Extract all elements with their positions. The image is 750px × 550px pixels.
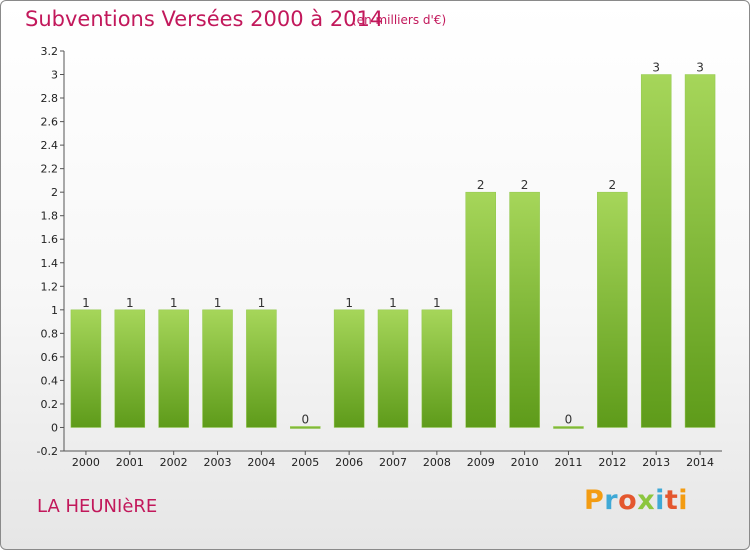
bar-value-label: 2 xyxy=(477,178,485,192)
bar xyxy=(597,191,628,428)
x-tick-label: 2000 xyxy=(72,456,100,469)
bar xyxy=(333,309,365,428)
y-tick-label: 0.8 xyxy=(41,327,59,340)
y-tick-label: 1.8 xyxy=(41,210,59,223)
bar xyxy=(421,309,453,428)
y-tick-label: 2.2 xyxy=(41,163,59,176)
bar-value-label: 3 xyxy=(652,61,660,75)
bar xyxy=(377,309,409,428)
y-tick-label: 0.4 xyxy=(41,374,59,387)
bar xyxy=(465,191,496,428)
bar xyxy=(70,309,102,428)
y-tick-label: 2.4 xyxy=(41,139,59,152)
bar xyxy=(114,309,146,428)
y-tick-label: -0.2 xyxy=(37,445,58,458)
x-tick-label: 2003 xyxy=(204,456,232,469)
chart-title: Subventions Versées 2000 à 2014 xyxy=(25,7,384,31)
proxiti-logo: Proxiti xyxy=(584,485,689,516)
y-tick-label: 2.8 xyxy=(41,92,59,105)
y-tick-label: 3.2 xyxy=(41,45,59,58)
y-tick-label: 0.6 xyxy=(41,351,59,364)
bar-value-label: 2 xyxy=(521,178,529,192)
x-tick-label: 2005 xyxy=(291,456,319,469)
location-name: LA HEUNIèRE xyxy=(37,496,158,517)
bar-value-label: 1 xyxy=(258,296,266,310)
x-tick-label: 2002 xyxy=(160,456,188,469)
bar-value-label: 1 xyxy=(345,296,353,310)
bar xyxy=(640,74,672,428)
bar xyxy=(246,309,277,428)
bar-value-label: 0 xyxy=(301,412,309,426)
x-tick-label: 2001 xyxy=(116,456,144,469)
y-tick-label: 0 xyxy=(51,421,58,434)
y-tick-label: 1.2 xyxy=(41,280,59,293)
bar xyxy=(553,426,584,429)
y-tick-label: 2 xyxy=(51,186,58,199)
x-tick-label: 2011 xyxy=(554,456,582,469)
bar-value-label: 1 xyxy=(214,296,222,310)
y-tick-label: 3 xyxy=(51,69,58,82)
x-tick-label: 2006 xyxy=(335,456,363,469)
bar-value-label: 1 xyxy=(126,296,134,310)
x-tick-label: 2010 xyxy=(511,456,539,469)
x-tick-label: 2008 xyxy=(423,456,451,469)
x-tick-label: 2013 xyxy=(642,456,670,469)
bar-value-label: 1 xyxy=(389,296,397,310)
bar xyxy=(684,74,716,428)
x-tick-label: 2009 xyxy=(467,456,495,469)
bar xyxy=(290,426,321,429)
y-tick-label: 1.4 xyxy=(41,257,59,270)
bar-value-label: 1 xyxy=(433,296,441,310)
bar xyxy=(202,309,233,428)
bar-value-label: 1 xyxy=(82,296,90,310)
y-tick-label: 0.2 xyxy=(41,398,59,411)
bar-value-label: 3 xyxy=(696,61,704,75)
x-tick-label: 2004 xyxy=(247,456,275,469)
y-tick-label: 2.6 xyxy=(41,116,59,129)
x-tick-label: 2012 xyxy=(598,456,626,469)
x-tick-label: 2014 xyxy=(686,456,714,469)
y-tick-label: 1 xyxy=(51,304,58,317)
bar xyxy=(509,191,540,428)
chart-subtitle: (en milliers d'€) xyxy=(352,13,447,27)
bar-value-label: 0 xyxy=(565,412,573,426)
x-tick-label: 2007 xyxy=(379,456,407,469)
bar xyxy=(158,309,189,428)
bar-value-label: 2 xyxy=(609,178,617,192)
y-tick-label: 1.6 xyxy=(41,233,59,246)
bar-value-label: 1 xyxy=(170,296,178,310)
